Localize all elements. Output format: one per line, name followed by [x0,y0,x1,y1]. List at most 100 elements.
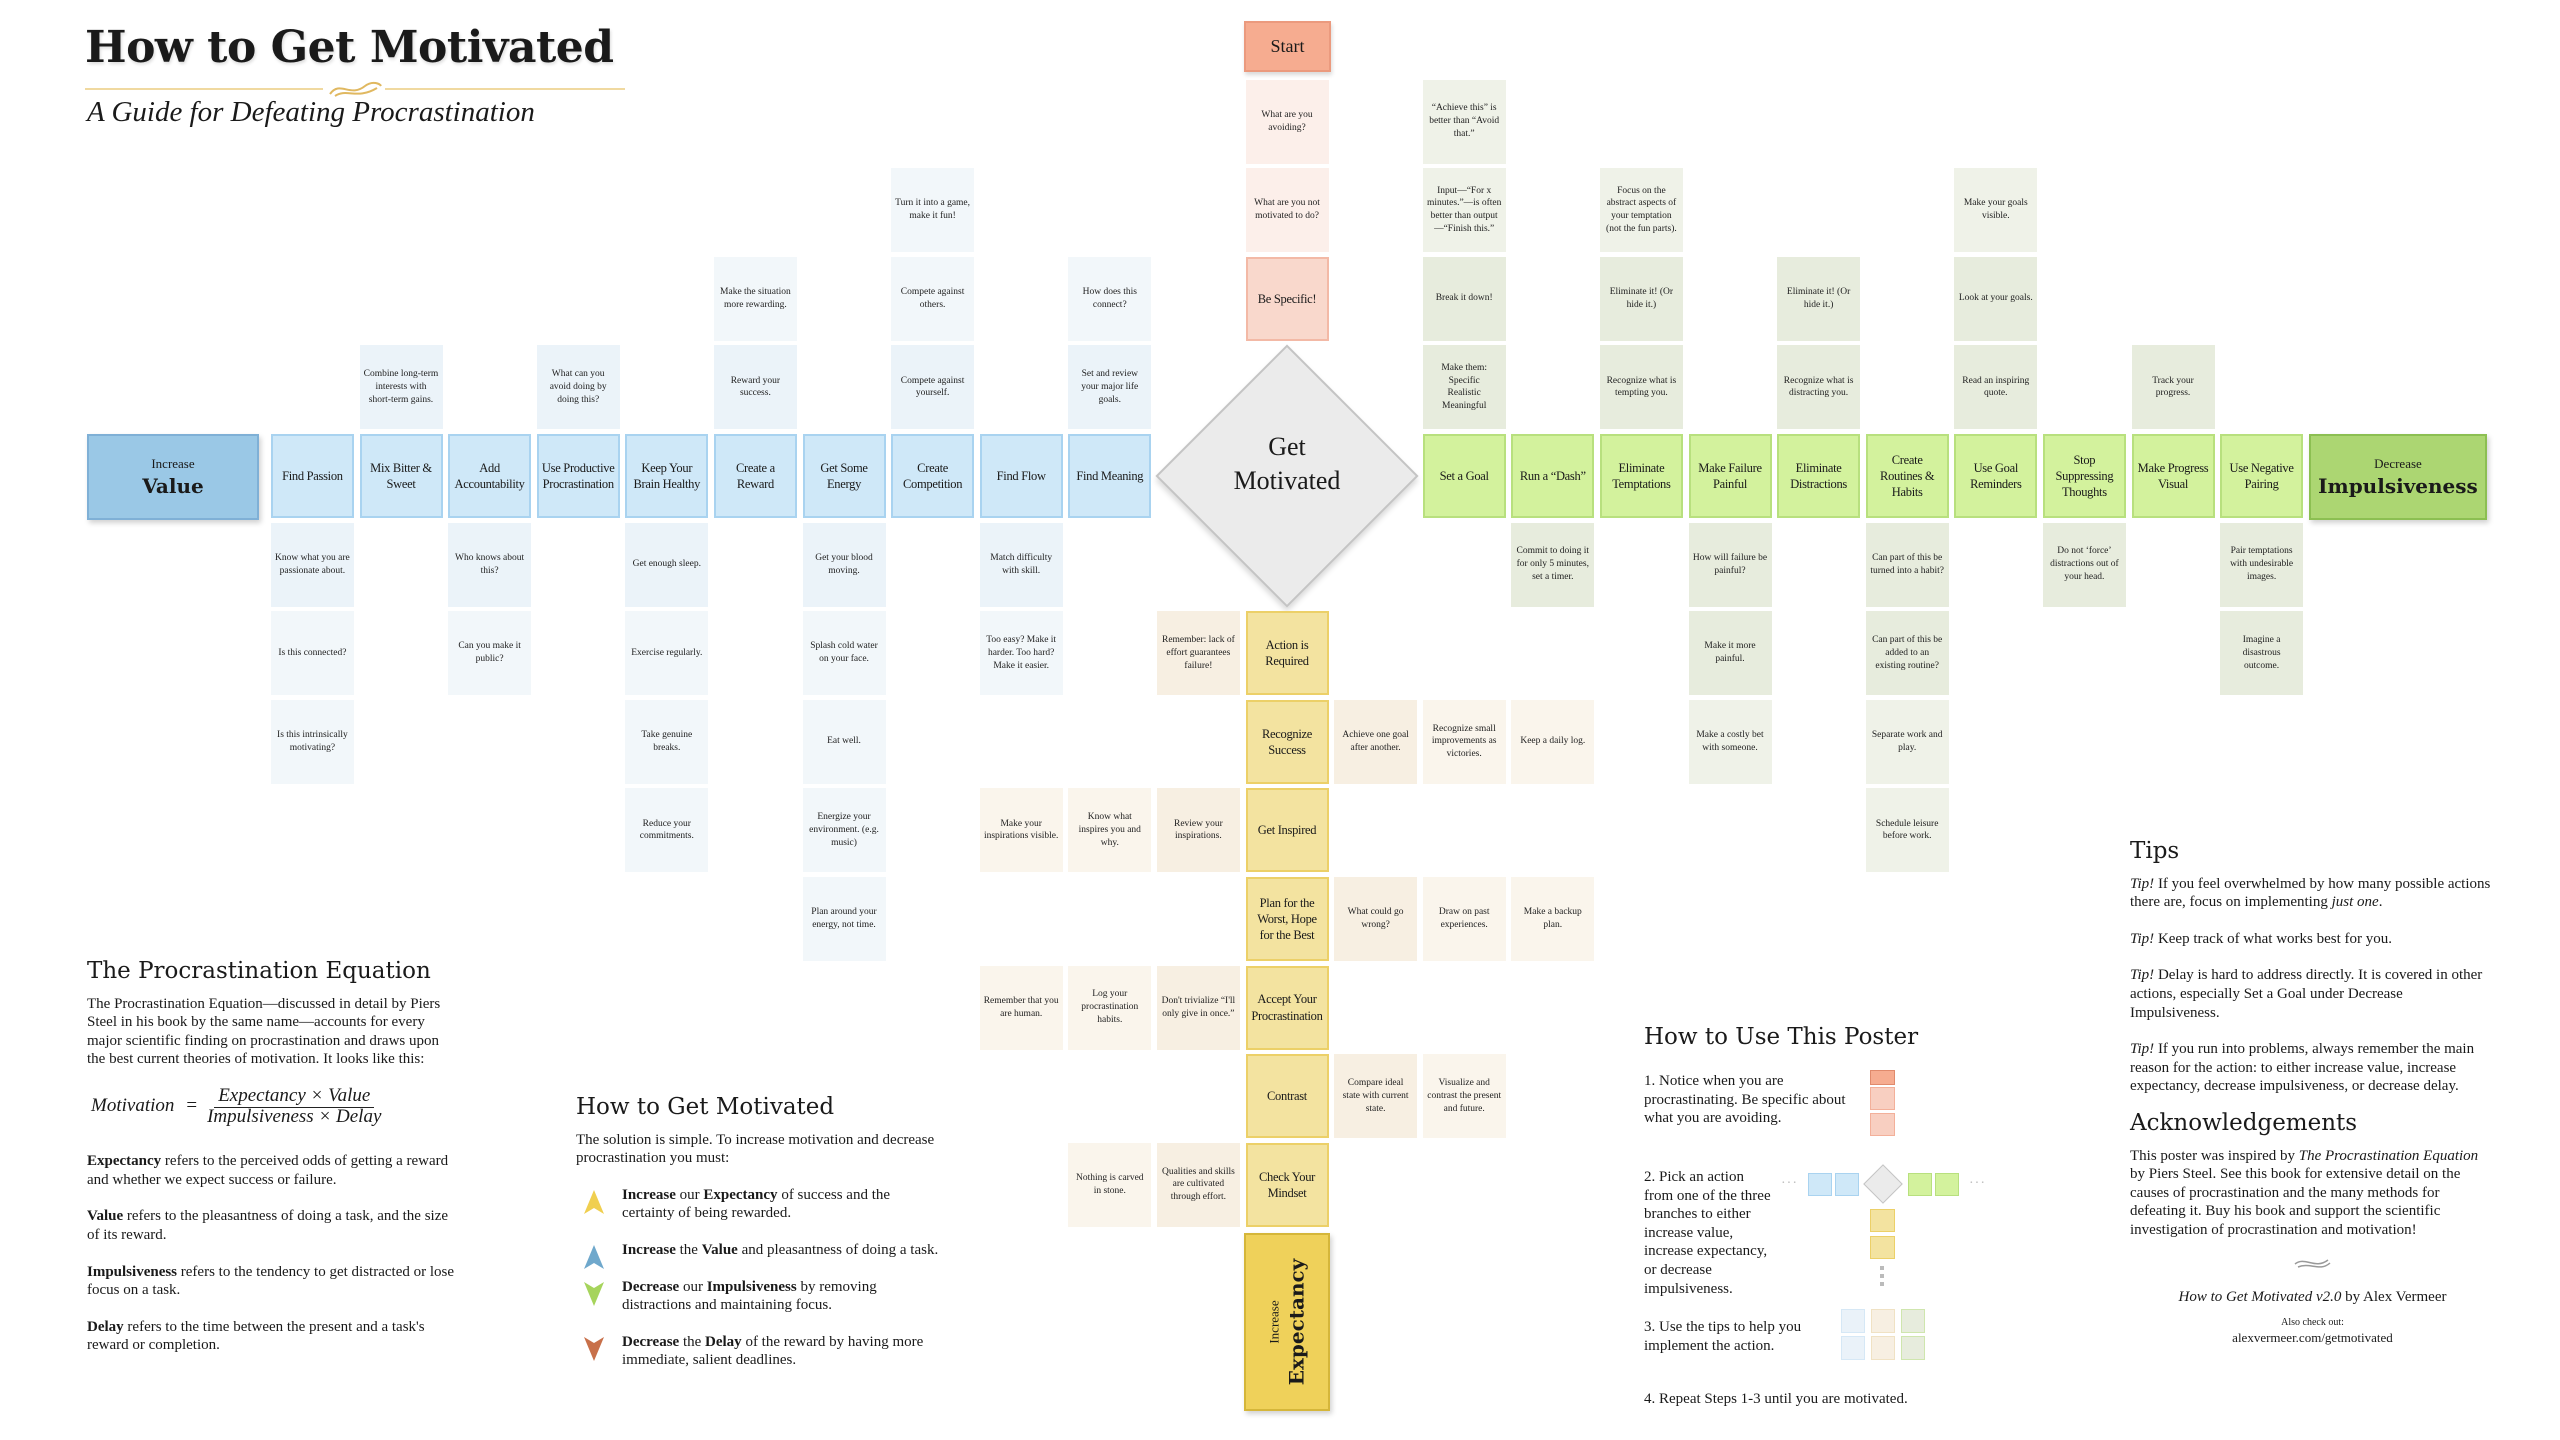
be-specific-tile-label: Be Specific! [1257,291,1317,306]
step-1: 1. Notice when you are procrastinating. … [1644,1073,1846,1127]
tip-card-label: Pair temptations with undesirable images… [2230,546,2294,582]
tip-card: Get your blood moving. [802,522,886,607]
action-recognize-success-label: Recognize Success [1261,726,1313,757]
tip-card: Keep a daily log. [1511,699,1595,784]
action-make-progress-visual-label: Make Progress Visual [2137,460,2209,491]
tip-card-label: Eliminate it! (Or hide it.) [1609,286,1674,310]
tip-card-label: Compete against others. [900,286,965,310]
tip-card: Make it more painful. [1688,611,1772,696]
tip-card-label: What could go wrong? [1347,907,1404,930]
tip-card-label: Track your progress. [2152,375,2194,399]
mini-tip-tile [1870,1087,1895,1110]
tip-card-label: Visualize and contrast the present and f… [1427,1077,1502,1114]
tip-prefix: Tip! [2130,875,2155,892]
mini-expectancy-tile [1870,1209,1895,1232]
tip-card: Achieve one goal after another. [1334,699,1418,784]
center-line-2: Motivated [1233,465,1341,495]
tip-card: Compete against others. [891,256,975,341]
expectancy-name: Expectancy [1284,1258,1308,1386]
section-heading: Tips [2130,838,2180,864]
action-stop-suppressing-thoughts-label: Stop Suppressing Thoughts [2055,452,2114,500]
tip-card-label: How does this connect? [1082,286,1137,310]
action-get-some-energy: Get Some Energy [802,434,886,518]
mini-tip-tile [1870,1113,1895,1136]
strategy-item: Increase our Expectancy of success and t… [576,1186,946,1223]
action-create-competition-label: Create Competition [902,460,963,491]
tips-section: Tips Tip! If you feel overwhelmed by how… [2130,838,2495,1346]
continuation-dots-vertical [1880,1266,1884,1288]
website-link[interactable]: alexvermeer.com/getmotivated [2232,1330,2393,1346]
action-use-goal-reminders: Use Goal Reminders [1954,434,2038,518]
definition-text: refers to the tendency to get distracted… [87,1263,455,1299]
strategy-item: Increase the Value and pleasantness of d… [576,1241,946,1269]
ack-pre: This poster was inspired by [2130,1147,2299,1164]
action-make-progress-visual: Make Progress Visual [2131,434,2215,518]
flourish-divider [85,81,625,97]
tip-card-label: Keep a daily log. [1520,736,1586,747]
strategy-term: Value [701,1241,738,1258]
definitions-list: Expectancy refers to the perceived odds … [87,1152,457,1355]
strategy-term: Expectancy [703,1186,778,1203]
increase-expectancy-tile: Increase Expectancy [1244,1233,1330,1411]
arrow-up-icon [584,1244,604,1269]
tip-item: Tip! If you run into problems, always re… [2130,1040,2495,1096]
tip-card: What could go wrong? [1334,877,1418,961]
definition-impulsiveness: Impulsiveness refers to the tendency to … [87,1263,457,1300]
tip-card-label: How will failure be painful? [1692,552,1768,576]
tip-card-label: Make them: Specific Realistic Meaningful [1441,362,1487,412]
tip-card: Imagine a disastrous outcome. [2220,611,2304,696]
equation-fraction: Expectancy × Value Impulsiveness × Delay [207,1086,381,1126]
tip-card: Set and review your major life goals. [1068,345,1152,430]
action-accept-your-procrastination: Accept Your Procrastination [1245,965,1329,1050]
action-make-failure-painful-label: Make Failure Painful [1698,460,1762,491]
action-add-accountability-label: Add Accountability [454,460,525,491]
arrow-down-icon [584,1281,604,1306]
tip-card: Make them: Specific Realistic Meaningful [1422,345,1506,430]
how-to-get-motivated-section: How to Get Motivated The solution is sim… [576,1096,946,1388]
strategy-item: Decrease our Impulsiveness by removing d… [576,1278,946,1315]
tip-card-label: Plan around your energy, not time. [811,907,877,930]
tip-card-label: Can you make it public? [458,641,521,665]
tip-card: Combine long-term interests with short-t… [359,345,443,430]
action-mix-bitter-sweet-label: Mix Bitter & Sweet [370,460,432,491]
action-eliminate-temptations: Eliminate Temptations [1599,434,1683,518]
action-find-passion: Find Passion [270,434,354,518]
tip-card-label: Schedule leisure before work. [1875,818,1939,842]
continuation-dots: ··· [1781,1176,1798,1191]
tip-card: Read an inspiring quote. [1954,345,2038,430]
action-find-passion-label: Find Passion [282,468,343,483]
be-specific-tile: Be Specific! [1245,256,1329,341]
tip-card: Eliminate it! (Or hide it.) [1599,256,1683,341]
tip-card-label: “Achieve this” is better than “Avoid tha… [1429,103,1500,139]
tip-card: Know what inspires you and why. [1068,788,1152,873]
tip-card: “Achieve this” is better than “Avoid tha… [1422,79,1506,164]
tip-card: How will failure be painful? [1688,522,1772,607]
tip-card-label: Achieve one goal after another. [1342,729,1409,753]
mini-value-tile [1835,1173,1859,1196]
action-find-flow-label: Find Flow [996,468,1046,483]
action-keep-your-brain-healthy-label: Keep Your Brain Healthy [633,460,701,491]
action-create-routines-habits: Create Routines & Habits [1865,434,1949,518]
tip-card-label: Make it more painful. [1704,641,1756,665]
tip-card-label: Turn it into a game, make it fun! [895,198,971,222]
tip-card-label: Make the situation more rewarding. [720,286,791,310]
tip-card: Draw on past experiences. [1422,877,1506,961]
how-to-use-section: How to Use This Poster 1. Notice when yo… [1644,1026,1944,1407]
tip-card: Do not ‘force’ distractions out of your … [2042,522,2126,607]
tip-end: . [2378,894,2383,911]
action-set-a-goal: Set a Goal [1422,434,1506,518]
tip-card-label: Combine long-term interests with short-t… [363,369,439,405]
strategy-verb: Increase [622,1186,676,1203]
tip-card-label: Compare ideal state with current state. [1342,1077,1409,1114]
action-create-a-reward: Create a Reward [713,434,797,518]
tip-card: Log your procrastination habits. [1068,965,1152,1050]
tip-card: Review your inspirations. [1156,788,1240,873]
tip-card-label: Know what you are passionate about. [275,552,350,576]
flourish-icon [2294,1258,2331,1268]
tip-card-label: What can you avoid doing by doing this? [549,369,607,405]
tip-card-label: Log your procrastination habits. [1081,989,1139,1025]
action-add-accountability: Add Accountability [448,434,532,518]
tip-card-label: Remember that you are human. [983,995,1059,1019]
action-check-your-mindset: Check Your Mindset [1245,1142,1329,1227]
tip-card-label: Qualities and skills are cultivated thro… [1161,1166,1235,1203]
